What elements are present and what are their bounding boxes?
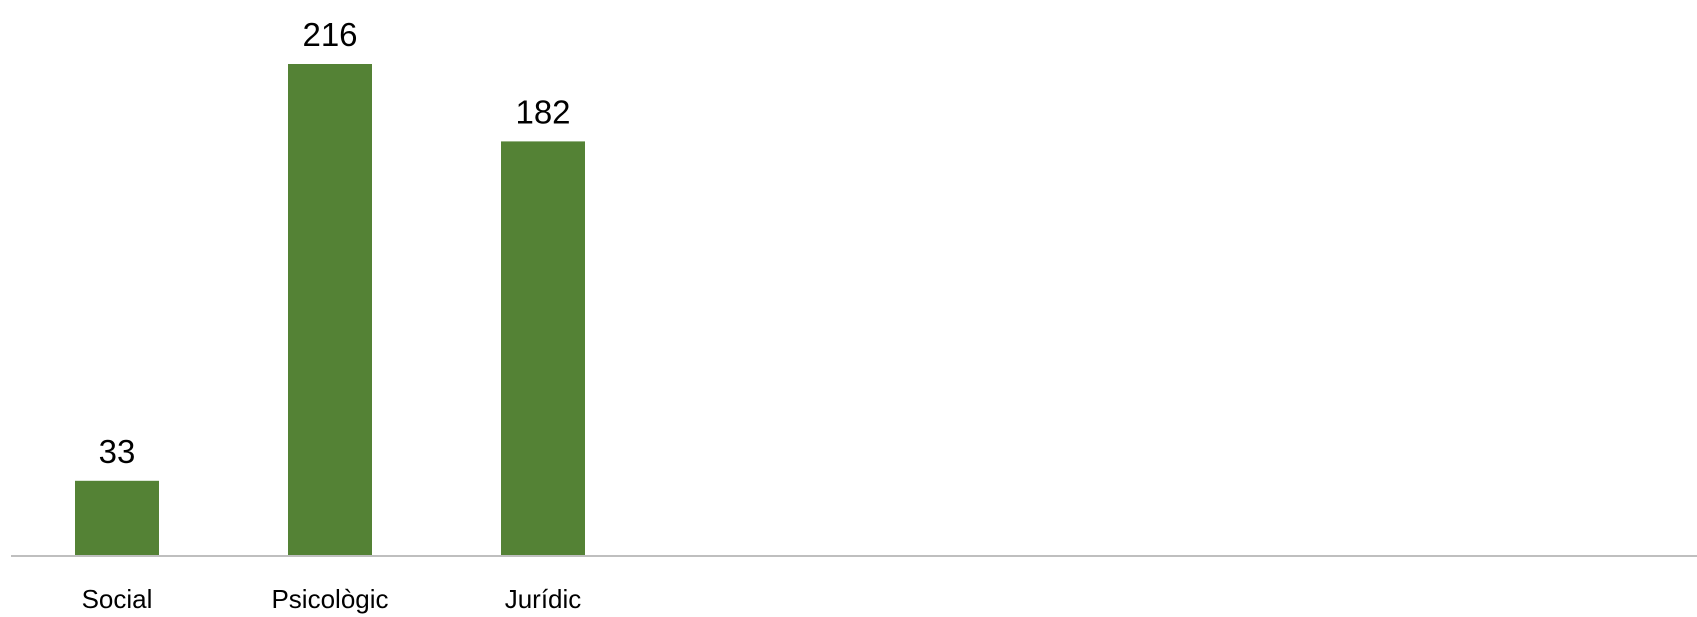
bar-juridic [501,141,585,556]
bar-psicologic [288,64,372,556]
bar-social [75,480,159,556]
x-tick-label: Psicològic [271,584,388,614]
x-tick-label: Jurídic [505,584,582,614]
data-label: 216 [302,16,357,53]
x-tick-label: Social [82,584,153,614]
data-label: 182 [515,93,570,130]
data-label: 33 [99,433,136,470]
x-tick-labels-group: Social Psicològic Jurídic [82,584,582,614]
data-labels-group: 33 216 182 [99,16,571,470]
bars-group [75,64,585,556]
